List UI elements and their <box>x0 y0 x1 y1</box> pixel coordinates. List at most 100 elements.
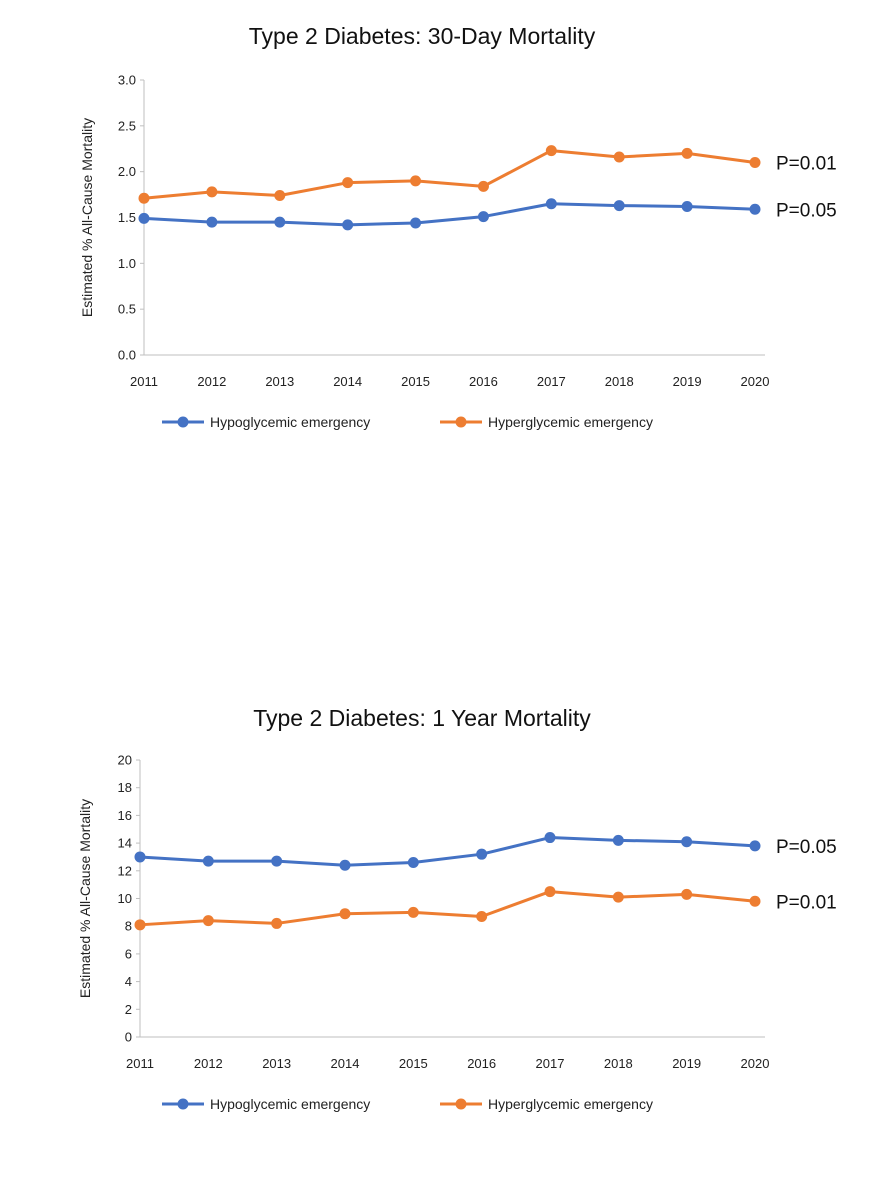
chart-2: Type 2 Diabetes: 1 Year Mortality 0 2 4 6 8 10… <box>77 705 837 1112</box>
y-tick-label: 6 <box>125 946 132 961</box>
y-tick-label: 2.0 <box>118 164 136 179</box>
p-value-annotation: P=0.01 <box>776 154 837 175</box>
data-point <box>544 832 556 844</box>
y-axis-label: Estimated % All-Cause Mortality <box>77 799 93 998</box>
data-point <box>407 856 419 868</box>
y-tick-label: 18 <box>118 780 132 795</box>
data-point <box>749 895 761 907</box>
y-tick-label: 0 <box>125 1030 132 1045</box>
data-point <box>612 891 624 903</box>
series-hyperglycemic: P=0.01 <box>138 145 837 204</box>
y-tick-label: 3.0 <box>118 73 136 88</box>
data-point <box>271 855 283 867</box>
data-point <box>681 147 693 159</box>
data-point <box>612 834 624 846</box>
x-tick-label: 2011 <box>126 1056 154 1071</box>
legend-swatch-marker <box>177 416 189 428</box>
data-point <box>134 919 146 931</box>
legend-label: Hypoglycemic emergency <box>210 1096 370 1112</box>
y-tick-label: 8 <box>125 919 132 934</box>
y-tick-label: 1.5 <box>118 210 136 225</box>
data-point <box>410 175 422 187</box>
data-point <box>138 212 150 224</box>
legend-swatch-marker <box>455 416 467 428</box>
x-tick-label: 2015 <box>399 1056 428 1071</box>
data-point <box>206 186 218 198</box>
data-point <box>477 180 489 192</box>
legend-item-hyperglycemic: Hyperglycemic emergency <box>440 414 653 430</box>
data-point <box>681 888 693 900</box>
series-hypoglycemic: P=0.05 <box>134 832 837 871</box>
data-point <box>202 915 214 927</box>
data-point <box>544 886 556 898</box>
p-value-annotation: P=0.01 <box>776 892 837 913</box>
y-tick-label: 14 <box>118 836 132 851</box>
data-point <box>274 216 286 228</box>
x-tick-label: 2018 <box>605 374 634 389</box>
legend-label: Hyperglycemic emergency <box>488 414 653 430</box>
series-line <box>139 836 756 867</box>
data-point <box>681 201 693 212</box>
data-point <box>477 211 489 223</box>
data-point <box>410 217 422 229</box>
x-tick-label: 2020 <box>741 374 770 389</box>
x-tick-label: 2015 <box>401 374 430 389</box>
x-tick-label: 2018 <box>604 1056 633 1071</box>
data-point <box>206 216 218 228</box>
y-axis-label: Estimated % All-Cause Mortality <box>79 118 95 317</box>
data-point <box>339 908 351 920</box>
x-tick-label: 2012 <box>197 374 226 389</box>
data-point <box>339 859 351 871</box>
x-tick-label: 2017 <box>537 374 566 389</box>
legend-swatch-marker <box>177 1098 189 1110</box>
x-tick-label: 2012 <box>194 1056 223 1071</box>
y-tick-label: 0.5 <box>118 302 136 317</box>
y-tick-label: 16 <box>118 808 132 823</box>
legend-swatch-marker <box>455 1098 467 1110</box>
data-point <box>342 219 354 231</box>
y-tick-label: 2 <box>125 1002 132 1017</box>
data-point <box>545 145 557 157</box>
data-point <box>407 906 419 918</box>
data-point <box>476 848 488 860</box>
x-tick-label: 2016 <box>467 1056 496 1071</box>
y-tick-label: 1.0 <box>118 256 136 271</box>
data-point <box>749 203 761 215</box>
legend-item-hypoglycemic: Hypoglycemic emergency <box>162 1096 370 1112</box>
data-point <box>749 840 761 852</box>
data-point <box>274 190 286 201</box>
legend: Hypoglycemic emergency Hyperglycemic emer… <box>162 1096 653 1112</box>
x-tick-label: 2014 <box>331 1056 360 1071</box>
data-point <box>749 157 761 168</box>
series-line <box>139 890 756 927</box>
data-point <box>613 200 625 212</box>
series-line <box>143 149 756 200</box>
x-tick-label: 2014 <box>333 374 362 389</box>
data-point <box>134 851 146 863</box>
x-tick-label: 2011 <box>130 374 158 389</box>
legend: Hypoglycemic emergency Hyperglycemic emer… <box>162 414 653 430</box>
legend-label: Hyperglycemic emergency <box>488 1096 653 1112</box>
data-point <box>202 855 214 867</box>
x-tick-label: 2017 <box>536 1056 565 1071</box>
data-point <box>138 192 150 204</box>
data-point <box>545 198 557 210</box>
data-point <box>271 917 283 929</box>
chart-title: Type 2 Diabetes: 30-Day Mortality <box>249 23 596 49</box>
data-point <box>476 911 488 923</box>
y-tick-label: 2.5 <box>118 118 136 133</box>
p-value-annotation: P=0.05 <box>776 200 837 221</box>
legend-item-hyperglycemic: Hyperglycemic emergency <box>440 1096 653 1112</box>
legend-item-hypoglycemic: Hypoglycemic emergency <box>162 414 370 430</box>
y-tick-label: 4 <box>125 974 132 989</box>
series-hypoglycemic: P=0.05 <box>138 198 837 231</box>
series-line <box>143 202 756 227</box>
y-tick-label: 10 <box>118 891 132 906</box>
x-tick-label: 2019 <box>672 1056 701 1071</box>
series-hyperglycemic: P=0.01 <box>134 886 837 931</box>
x-tick-label: 2013 <box>265 374 294 389</box>
data-point <box>342 177 354 189</box>
data-point <box>681 836 693 848</box>
y-tick-label: 12 <box>118 863 132 878</box>
